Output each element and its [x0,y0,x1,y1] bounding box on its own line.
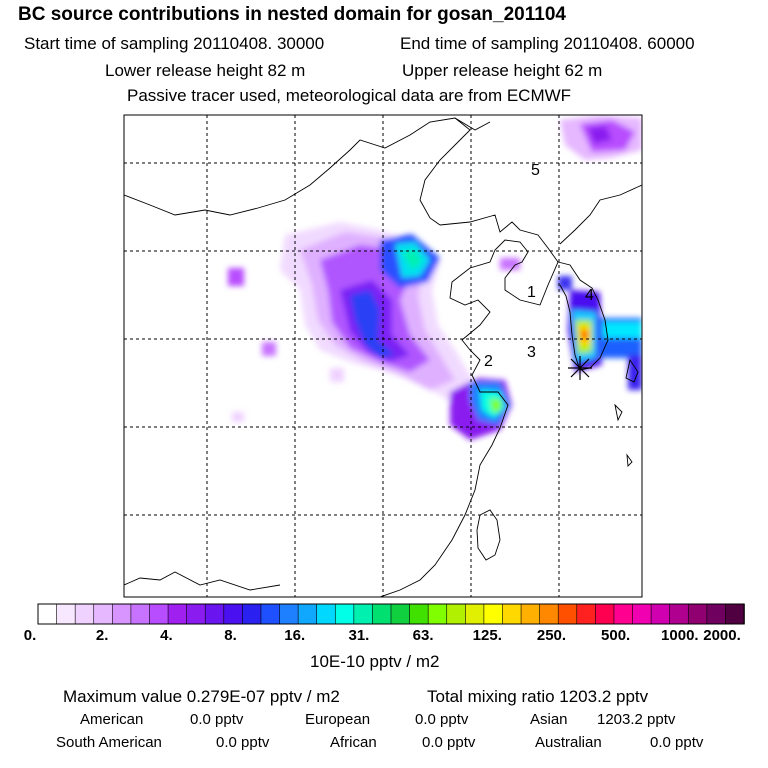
colorbar-cell [576,603,597,625]
start-time-text: Start time of sampling 20110408. 30000 [24,34,325,53]
map-frame [123,114,643,598]
colorbar-tick-label: 4. [160,627,173,644]
concentration-field [228,115,642,440]
european-label: European [305,711,371,728]
region-label-2: 2 [484,353,493,370]
colorbar-cell [725,603,745,625]
colorbar-cell [669,603,690,625]
south-american-label: South American [56,734,162,751]
african-value: 0.0 pptv [422,734,476,751]
australian-value: 0.0 pptv [650,734,704,751]
colorbar-cell [223,603,244,625]
total-mixing-ratio-text: Total mixing ratio 1203.2 pptv [427,687,649,706]
colorbar-cell [539,603,560,625]
region-label-1: 1 [527,284,536,301]
colorbar-cell [632,603,652,625]
region-label-4: 4 [585,287,594,304]
colorbar-cell [650,603,671,625]
colorbar-cell [465,603,485,625]
end-time-text: End time of sampling 20110408. 60000 [400,34,695,53]
tracer-note-text: Passive tracer used, meteorological data… [127,86,572,105]
colorbar-cell [353,603,374,625]
region-label-3: 3 [527,344,536,361]
receptor-marker-icon [568,356,592,380]
colorbar-cell [427,603,448,625]
asian-label: Asian [530,711,568,728]
colorbar-cell [260,603,281,625]
colorbar-cell [372,603,392,625]
colorbar-cell [186,603,207,625]
colorbar-frame [37,603,745,625]
colorbar-cell [74,603,95,625]
south-american-value: 0.0 pptv [216,734,270,751]
region-label-5: 5 [531,162,540,179]
colorbar-cell [613,603,634,625]
colorbar-cell [446,603,467,625]
colorbar-tick-label: 125. [472,627,502,644]
colorbar-cell [595,603,615,625]
african-label: African [330,734,377,751]
colorbar-cell [409,603,429,625]
colorbar-tick-label: 1000. [661,627,699,644]
colorbar-tick-label: 63. [412,627,434,644]
colorbar-cell [112,603,132,625]
colorbar-units: 10E-10 pptv / m2 [310,652,440,671]
colorbar-cell [502,603,522,625]
upper-release-height-text: Upper release height 62 m [402,61,603,80]
colorbar-cell [279,603,299,625]
page-title: BC source contributions in nested domain… [18,4,566,25]
colorbar-tick-label: 2000. [703,627,741,644]
colorbar-cell [149,603,169,625]
lower-release-height-text: Lower release height 82 m [105,61,306,80]
coastlines [124,117,642,597]
colorbar-tick-label: 2. [95,627,109,644]
australian-label: Australian [535,734,602,751]
colorbar-tick-label: 500. [601,627,631,644]
colorbar-cell [557,603,578,625]
colorbar-tick-label: 250. [536,627,567,644]
colorbar-cell [297,603,318,625]
european-value: 0.0 pptv [415,711,469,728]
colorbar-cell [706,603,727,625]
colorbar-tick-label: 16. [284,627,306,644]
colorbar-cell [93,603,114,625]
asian-value: 1203.2 pptv [597,711,676,728]
colorbar-tick-label: 8. [224,627,237,644]
colorbar-cell [390,603,411,625]
colorbar-cell [483,603,504,625]
colorbar-cell [242,603,262,625]
colorbar-cell [167,603,188,625]
colorbar-cell [37,603,58,625]
colorbar-cell [687,603,708,625]
colorbar-tick-label: 31. [348,627,370,644]
colorbar-cell [334,603,355,625]
map-gridlines [124,115,642,597]
american-value: 0.0 pptv [190,711,244,728]
colorbar-cell [316,603,337,625]
max-value-text: Maximum value 0.279E-07 pptv / m2 [63,687,340,706]
colorbar-cell [204,603,225,625]
colorbar-cell [56,603,76,625]
american-label: American [80,711,144,728]
colorbar-cell [130,603,151,625]
colorbar-cell [520,603,541,625]
colorbar-tick-label: 0. [23,627,37,644]
